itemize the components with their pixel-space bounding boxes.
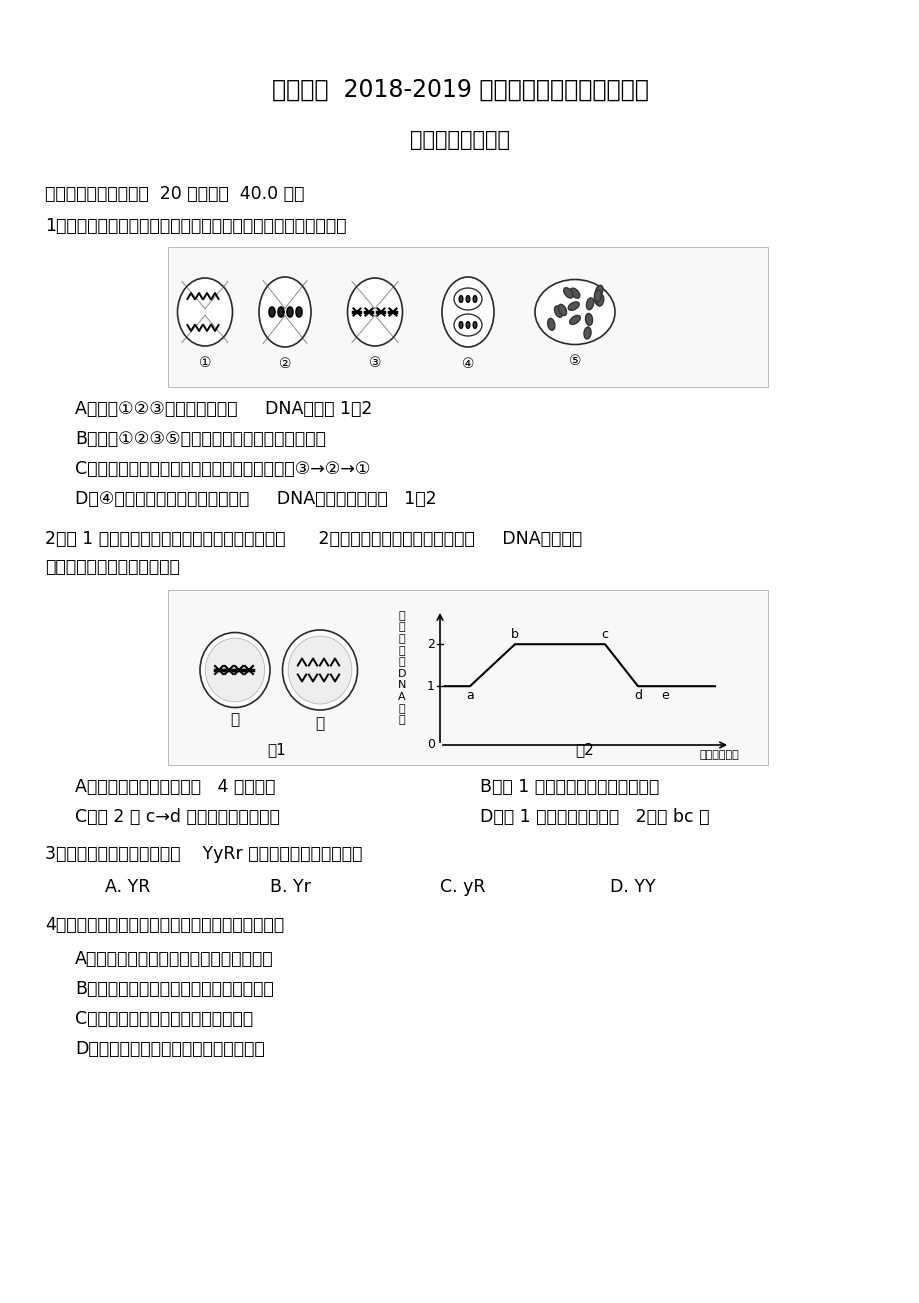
Ellipse shape: [459, 322, 462, 328]
Text: D．形状和大小一般都相同的两条染色体: D．形状和大小一般都相同的两条染色体: [75, 1040, 265, 1058]
Ellipse shape: [268, 308, 275, 317]
Text: C. yR: C. yR: [439, 878, 485, 896]
Text: B．图 1 中表示减数分裂的是细胞甲: B．图 1 中表示减数分裂的是细胞甲: [480, 778, 659, 796]
Ellipse shape: [472, 322, 476, 328]
Text: B．一条来自父方、一条来自母方的染色体: B．一条来自父方、一条来自母方的染色体: [75, 980, 274, 998]
Text: A．该动物正常体细胞内有   4 条染色体: A．该动物正常体细胞内有 4 条染色体: [75, 778, 275, 796]
Text: D. YY: D. YY: [609, 878, 655, 896]
Text: 2: 2: [426, 637, 435, 650]
Ellipse shape: [554, 306, 562, 318]
Text: 1: 1: [426, 680, 435, 693]
Ellipse shape: [287, 308, 292, 317]
Text: 的曲线图，下列叙述错误的是: 的曲线图，下列叙述错误的是: [45, 558, 180, 576]
Text: 2、图 1 是某高等动物体内细胞分裂的示意图，图      2表示该动物细胞中每条染色体上     DNA含量变化: 2、图 1 是某高等动物体内细胞分裂的示意图，图 2表示该动物细胞中每条染色体上…: [45, 530, 582, 549]
Text: ③: ③: [369, 356, 380, 370]
Text: ②: ②: [278, 357, 291, 371]
Text: D．④细胞分裂前，细胞中染色体与     DNA分子数目比例为   1：2: D．④细胞分裂前，细胞中染色体与 DNA分子数目比例为 1：2: [75, 490, 437, 508]
Text: A．上述①②③细胞中染色体与     DNA比例为 1：2: A．上述①②③细胞中染色体与 DNA比例为 1：2: [75, 400, 372, 418]
Ellipse shape: [466, 322, 470, 328]
Text: ④: ④: [461, 357, 473, 371]
Text: ①: ①: [199, 356, 211, 370]
Ellipse shape: [594, 293, 601, 305]
Text: C．在减数分裂中能联会的两条染色体: C．在减数分裂中能联会的两条染色体: [75, 1010, 253, 1028]
Text: 图1: 图1: [267, 741, 286, 757]
Ellipse shape: [466, 296, 470, 302]
Bar: [168, 590, 767, 765]
Text: c: c: [601, 628, 607, 641]
Ellipse shape: [568, 302, 579, 310]
Text: 1、如图为某动物体内细胞分裂的一组图象，则有关叙述正确的是: 1、如图为某动物体内细胞分裂的一组图象，则有关叙述正确的是: [45, 218, 346, 235]
Text: D．图 1 中的细胞乙对应图   2中的 bc 段: D．图 1 中的细胞乙对应图 2中的 bc 段: [480, 808, 709, 826]
Text: 甲: 甲: [230, 711, 239, 727]
Text: 4、下列关于同源染色体概念的叙述中，不正确的是: 4、下列关于同源染色体概念的叙述中，不正确的是: [45, 916, 284, 934]
Ellipse shape: [585, 298, 593, 310]
Text: 图2: 图2: [575, 741, 594, 757]
Ellipse shape: [570, 288, 579, 298]
Text: e: e: [661, 689, 668, 702]
Text: ⑤: ⑤: [568, 354, 581, 367]
Text: 一、单选题（本大题共  20 小题，共  40.0 分）: 一、单选题（本大题共 20 小题，共 40.0 分）: [45, 185, 304, 203]
Ellipse shape: [177, 278, 233, 347]
Text: a: a: [466, 689, 473, 702]
Ellipse shape: [282, 629, 357, 710]
Text: A．一条染色体经复制后形成的两条染色体: A．一条染色体经复制后形成的两条染色体: [75, 950, 273, 968]
Text: 细胞分裂时期: 细胞分裂时期: [699, 751, 739, 760]
Bar: [168, 248, 767, 387]
Text: 高二生物（选修）: 高二生物（选修）: [410, 130, 509, 150]
Ellipse shape: [296, 308, 301, 317]
Ellipse shape: [199, 632, 269, 708]
Text: d: d: [633, 689, 641, 702]
Text: 3、在正常情况下，基因型为    YyRr 的豌豆不能产生的配子是: 3、在正常情况下，基因型为 YyRr 的豌豆不能产生的配子是: [45, 846, 362, 863]
Text: 0: 0: [426, 739, 435, 752]
Ellipse shape: [441, 278, 494, 347]
Text: C．上图中表示有丝分裂的细胞及分裂的顺序是③→②→①: C．上图中表示有丝分裂的细胞及分裂的顺序是③→②→①: [75, 460, 370, 478]
Ellipse shape: [347, 278, 403, 347]
Text: 苏州五中  2018-2019 学年第一学期期中调研测试: 苏州五中 2018-2019 学年第一学期期中调研测试: [271, 78, 648, 102]
Ellipse shape: [259, 278, 311, 347]
Ellipse shape: [558, 305, 566, 315]
Ellipse shape: [547, 318, 554, 330]
Text: A. YR: A. YR: [105, 878, 150, 896]
Text: B. Yr: B. Yr: [269, 878, 311, 896]
Ellipse shape: [459, 296, 462, 302]
Text: B．细胞①②③⑤产生的子细胞中均有同源染色体: B．细胞①②③⑤产生的子细胞中均有同源染色体: [75, 430, 325, 448]
Ellipse shape: [288, 636, 351, 704]
Ellipse shape: [596, 294, 603, 306]
Ellipse shape: [563, 288, 573, 298]
Text: C．图 2 中 c→d 是因为着丝点的分裂: C．图 2 中 c→d 是因为着丝点的分裂: [75, 808, 279, 826]
Text: 乙: 乙: [315, 717, 324, 731]
Ellipse shape: [594, 289, 601, 302]
Ellipse shape: [584, 327, 590, 339]
Ellipse shape: [584, 314, 592, 326]
Ellipse shape: [569, 315, 580, 324]
Text: b: b: [511, 628, 518, 641]
Ellipse shape: [472, 296, 476, 302]
Ellipse shape: [595, 285, 602, 297]
Ellipse shape: [278, 308, 284, 317]
Text: 每
条
染
色
体
D
N
A
含
量: 每 条 染 色 体 D N A 含 量: [397, 611, 406, 726]
Ellipse shape: [205, 638, 265, 702]
Ellipse shape: [535, 280, 614, 344]
